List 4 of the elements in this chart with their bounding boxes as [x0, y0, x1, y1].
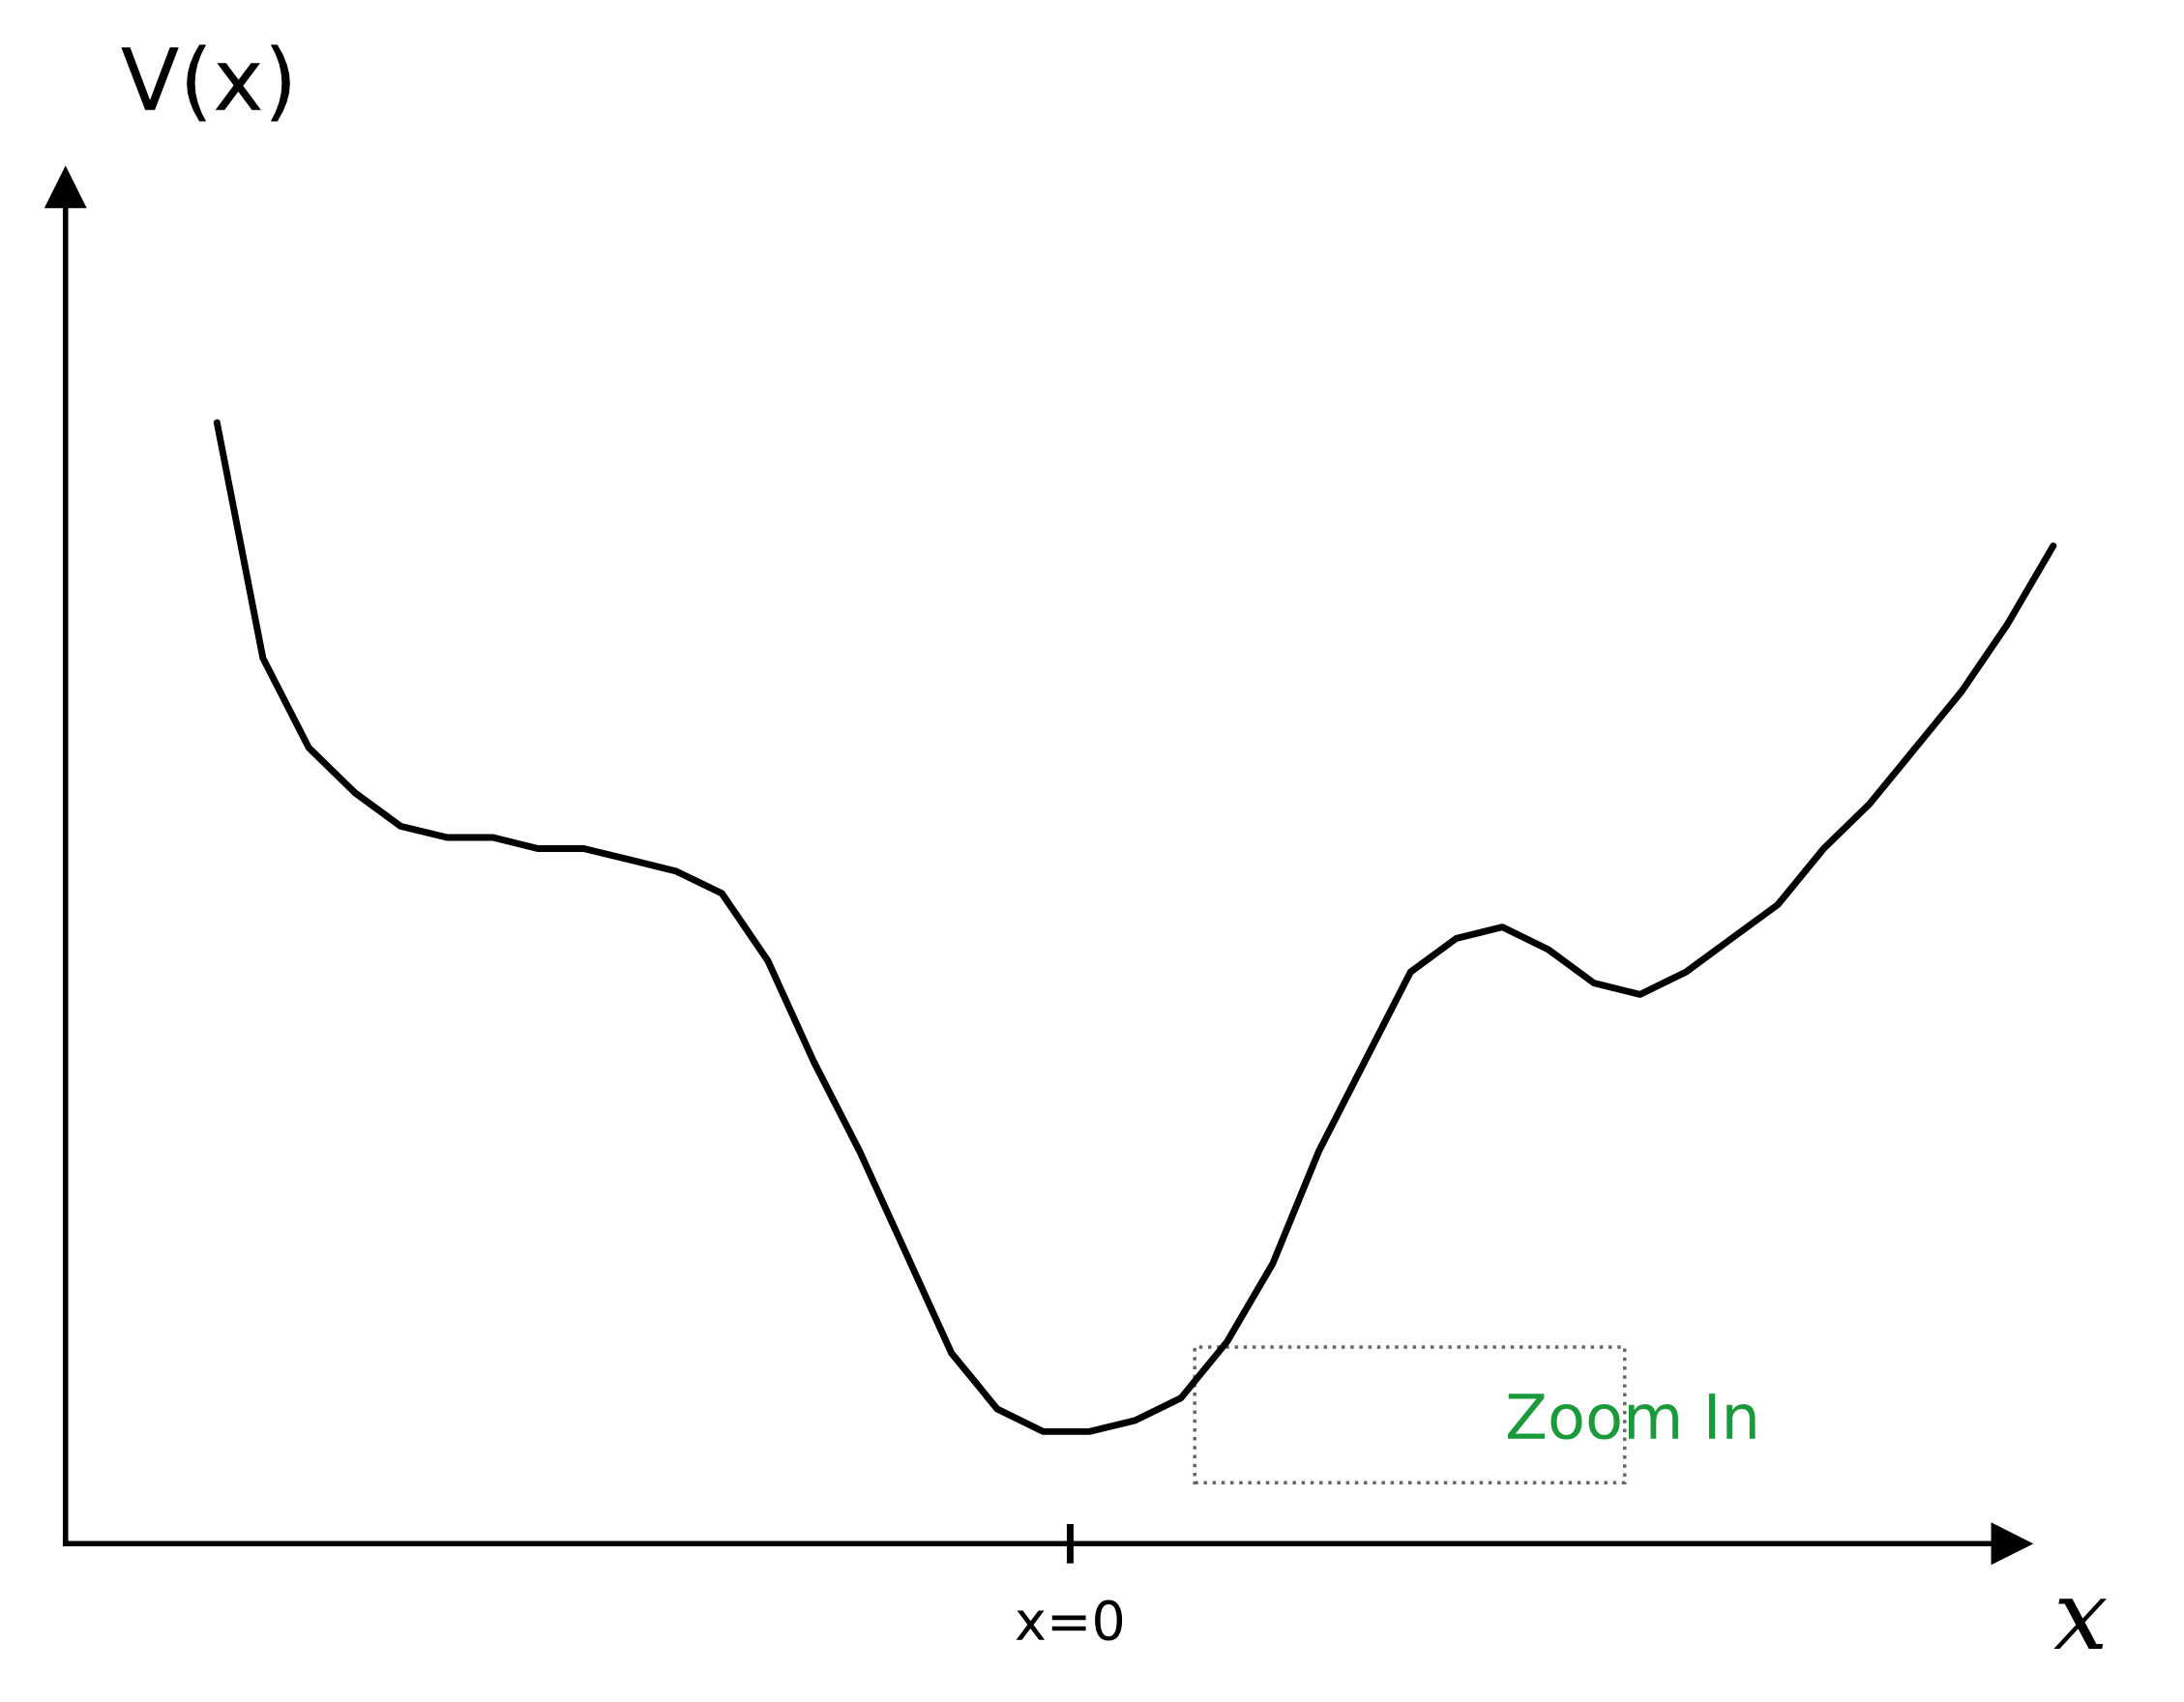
y-axis-title: V(x)	[121, 44, 290, 122]
annotation: Zoom In	[1508, 1394, 1756, 1440]
x-axis-title: x	[2053, 1599, 2108, 1650]
text: x=0	[1016, 1599, 1123, 1641]
